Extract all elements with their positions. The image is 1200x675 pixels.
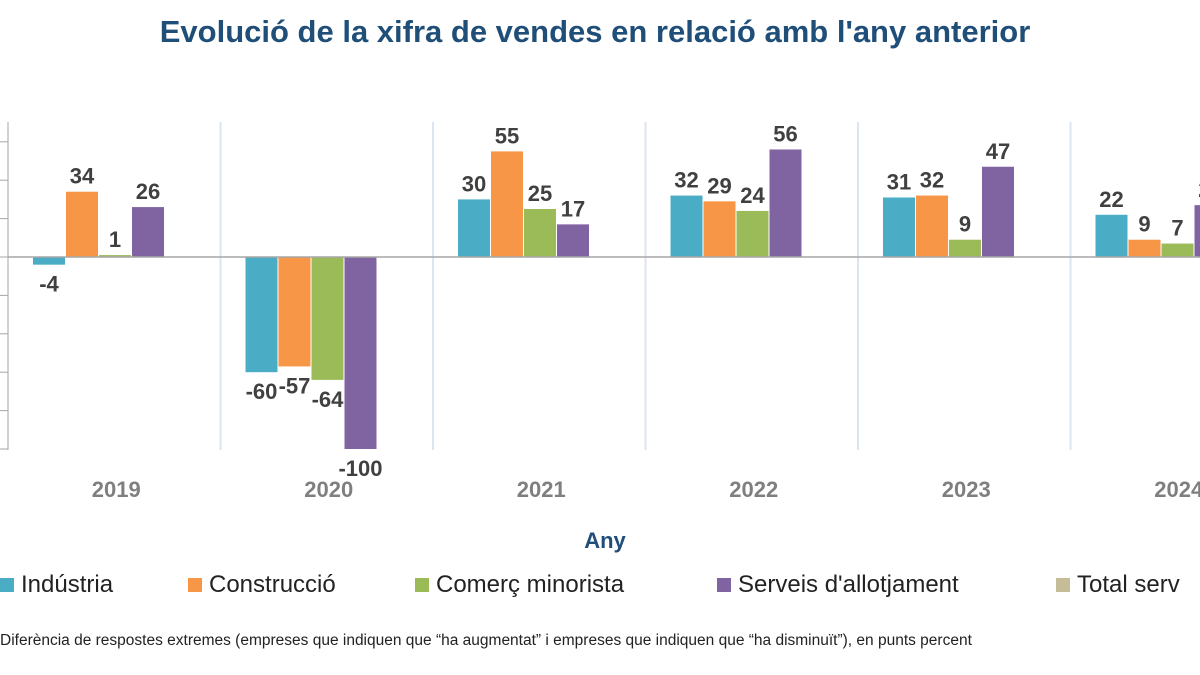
category-label: 2022 <box>729 477 778 502</box>
bar-2019-comer-minorista <box>99 255 131 257</box>
bar-2019-serveis-d-allotjament <box>132 207 164 257</box>
bar-2022-ind-stria <box>670 195 703 257</box>
data-label: 7 <box>1171 216 1183 241</box>
data-label: 34 <box>70 164 95 189</box>
legend-item: Construcció <box>188 568 336 602</box>
bar-2022-construcci- <box>703 201 736 257</box>
legend-swatch <box>717 578 731 592</box>
bar-2020-construcci- <box>278 257 311 367</box>
bar-2020-comer-minorista <box>311 257 344 380</box>
data-label: 9 <box>959 212 971 237</box>
bar-2023-comer-minorista <box>949 239 981 257</box>
category-label: 2020 <box>304 477 353 502</box>
bar-2022-serveis-d-allotjament <box>769 149 802 257</box>
bar-2024-comer-minorista <box>1161 243 1194 257</box>
bar-2023-construcci- <box>916 195 948 257</box>
data-label: 31 <box>887 169 911 194</box>
bar-2021-construcci- <box>491 151 523 257</box>
bar-2021-comer-minorista <box>524 209 556 257</box>
bar-2019-construcci- <box>66 191 98 257</box>
legend-swatch <box>415 578 429 592</box>
data-label: -60 <box>246 379 278 404</box>
data-label: 17 <box>561 196 585 221</box>
data-label: 29 <box>707 173 731 198</box>
legend-swatch <box>0 578 14 592</box>
legend-swatch <box>1056 578 1070 592</box>
bar-2023-ind-stria <box>883 197 915 257</box>
legend-label: Indústria <box>21 571 114 598</box>
data-label: -57 <box>279 373 311 398</box>
category-label: 2019 <box>92 477 141 502</box>
data-label: 24 <box>740 183 765 208</box>
legend-label: Construcció <box>209 571 336 598</box>
bar-2020-ind-stria <box>245 257 278 373</box>
category-label: 2023 <box>942 477 991 502</box>
legend-item: Indústria <box>0 568 113 602</box>
bar-chart: -4 34 1 26 -60 -57-64 -100 30 55 25 17 32 29 24 56 31 32… <box>0 121 1200 502</box>
bar-2020-serveis-d-allotjament <box>344 257 377 449</box>
data-label: -4 <box>39 272 59 297</box>
bar-2024-construcci- <box>1128 239 1161 257</box>
legend-swatch <box>188 578 202 592</box>
data-label: 25 <box>528 181 552 206</box>
data-label: 26 <box>136 179 160 204</box>
data-label: 30 <box>462 171 486 196</box>
data-label: 9 <box>1138 212 1150 237</box>
bar-2022-comer-minorista <box>736 210 769 257</box>
bar-2019-ind-stria <box>33 257 65 265</box>
x-axis-title: Any <box>584 528 626 553</box>
legend: Indústria Construcció Comerç minorista Serv… <box>0 568 1200 602</box>
data-label: 55 <box>495 123 519 148</box>
bar-2021-ind-stria <box>458 199 490 257</box>
bar-2021-serveis-d-allotjament <box>557 224 589 257</box>
data-label: -64 <box>312 387 345 412</box>
legend-label: Comerç minorista <box>436 571 625 598</box>
legend-item: Total serv <box>1056 568 1180 602</box>
category-label: 2021 <box>517 477 566 502</box>
legend-label: Total serv <box>1077 571 1180 598</box>
bar-2024-ind-stria <box>1095 214 1128 257</box>
data-label: 1 <box>109 227 121 252</box>
data-label: 27 <box>1198 177 1200 202</box>
bar-2024-serveis-d-allotjament <box>1194 205 1200 257</box>
category-label: 2024 <box>1154 477 1200 502</box>
legend-item: Comerç minorista <box>415 568 624 602</box>
data-label: 56 <box>773 121 797 146</box>
data-label: 32 <box>674 168 698 193</box>
data-label: 47 <box>986 139 1010 164</box>
footnote: Diferència de respostes extremes (empres… <box>0 632 972 649</box>
legend-item: Serveis d'allotjament <box>717 568 959 602</box>
data-label: 22 <box>1099 187 1123 212</box>
chart-title: Evolució de la xifra de vendes en relaci… <box>159 14 1031 49</box>
data-label: -100 <box>338 456 382 481</box>
data-label: 32 <box>920 168 944 193</box>
bar-2023-serveis-d-allotjament <box>982 166 1014 257</box>
legend-label: Serveis d'allotjament <box>738 571 959 598</box>
